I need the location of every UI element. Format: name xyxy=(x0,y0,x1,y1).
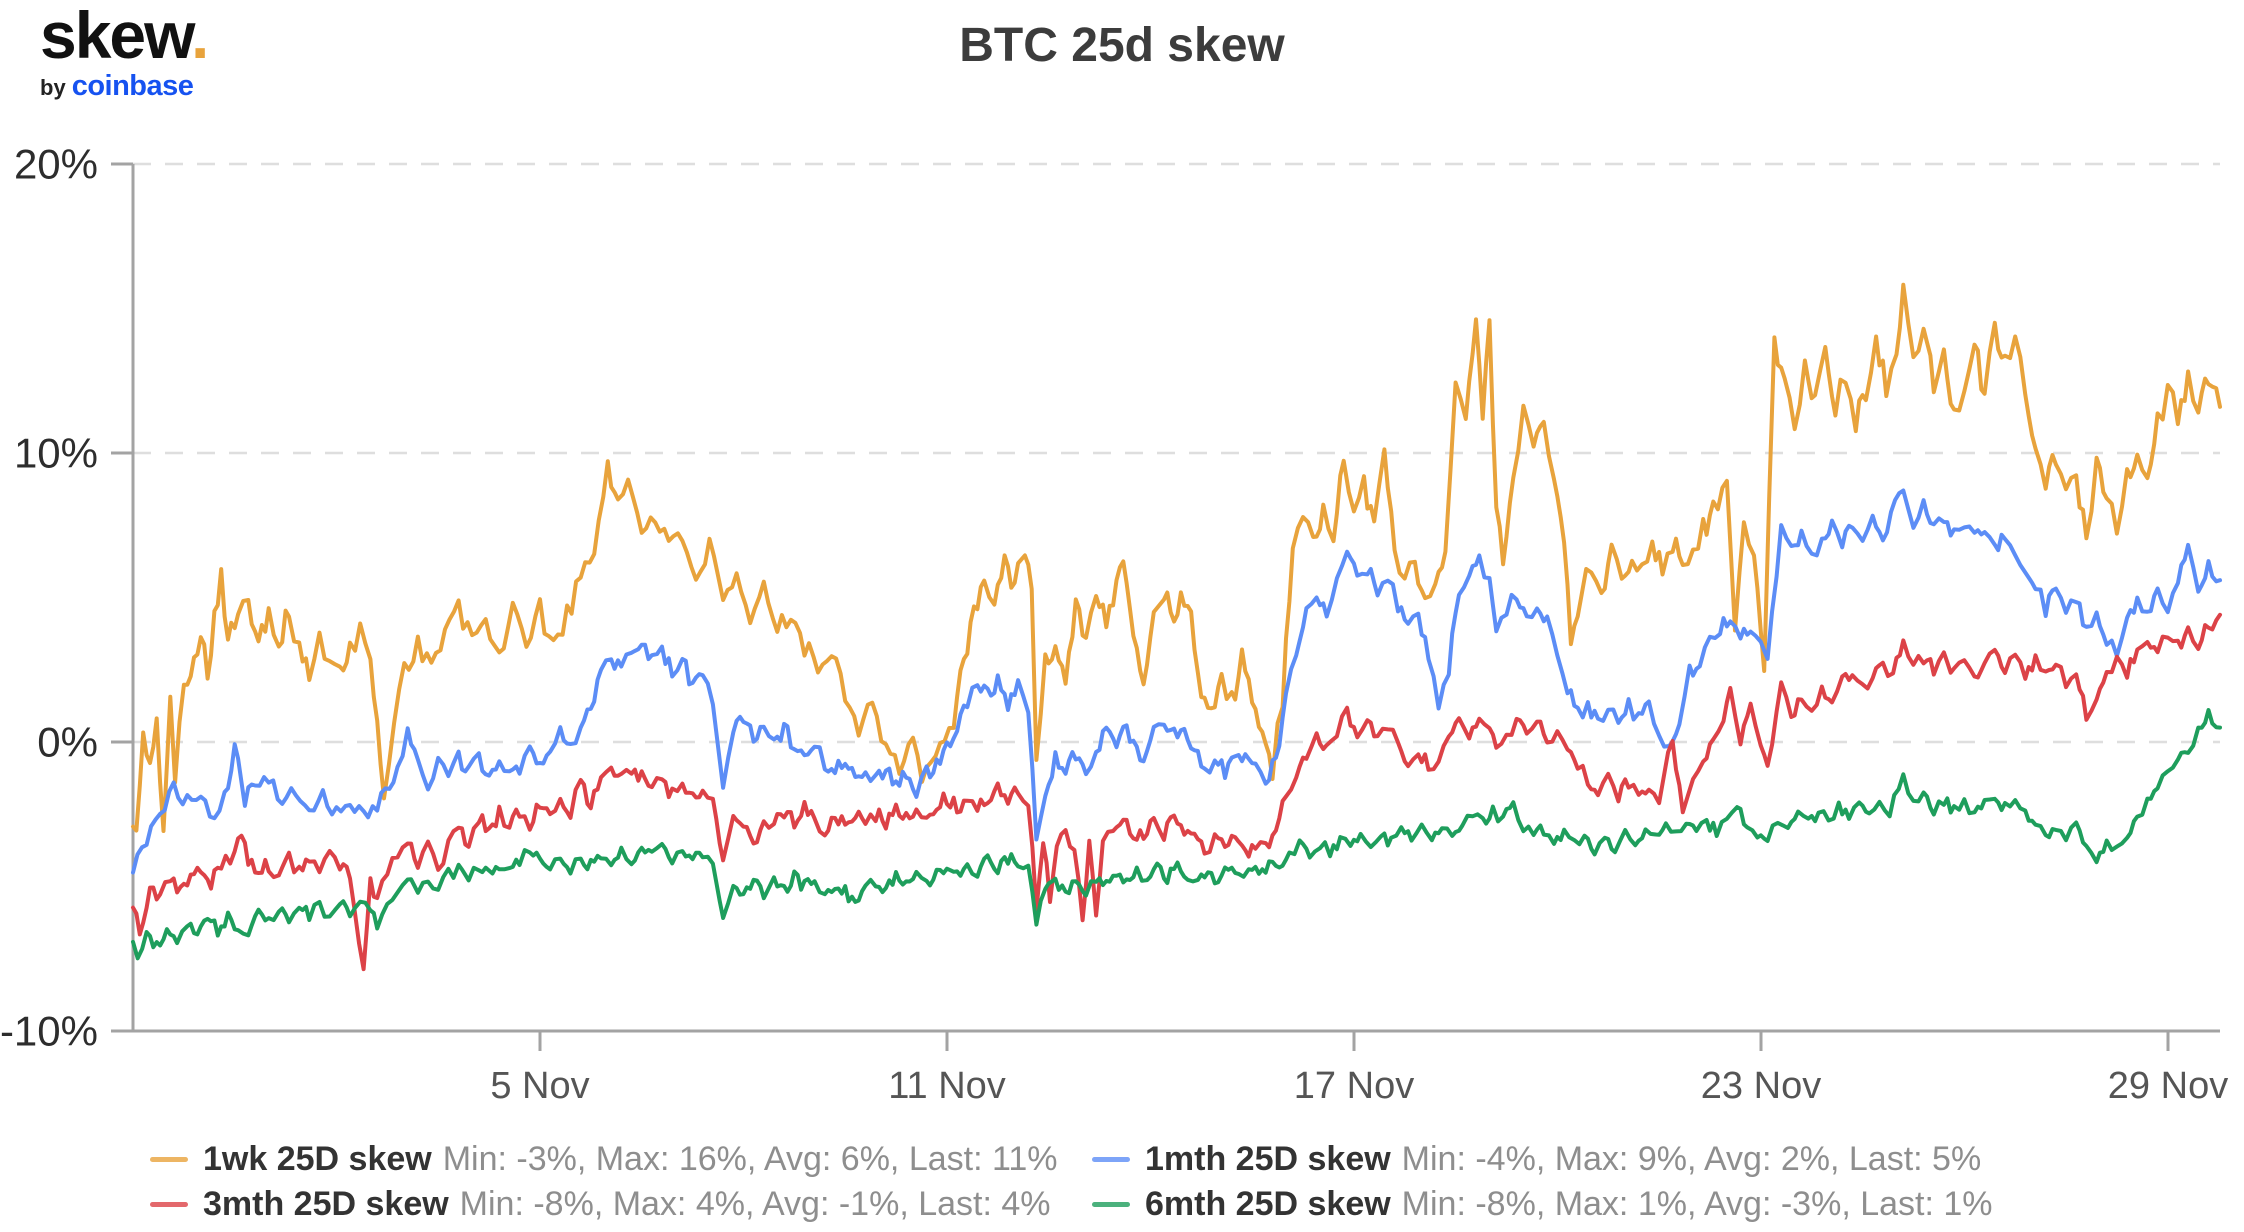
legend-stats-1wk: Min: -3%, Max: 16%, Avg: 6%, Last: 11% xyxy=(442,1139,1058,1178)
legend-item-1mth-25d-skew[interactable]: 1mth 25D skew Min: -4%, Max: 9%, Avg: 2%… xyxy=(1092,1138,1981,1180)
y-tick-label-10: 10% xyxy=(14,430,98,477)
legend-dash-1mth-icon xyxy=(1092,1156,1130,1162)
skew-logo-dot: . xyxy=(191,0,209,72)
legend-dash-3mth-icon xyxy=(150,1201,188,1207)
y-tick-label-neg10: -10% xyxy=(0,1008,98,1055)
x-tick-label-17nov: 17 Nov xyxy=(1294,1065,1414,1107)
skew-logo-wordmark: skew. xyxy=(40,2,209,68)
legend-name-1mth: 1mth 25D skew xyxy=(1145,1139,1391,1178)
legend-item-1wk-25d-skew[interactable]: 1wk 25D skew Min: -3%, Max: 16%, Avg: 6%… xyxy=(150,1138,1058,1180)
legend-name-1wk: 1wk 25D skew xyxy=(203,1139,432,1178)
x-tick-label-11nov: 11 Nov xyxy=(888,1065,1006,1107)
legend-dash-1wk-icon xyxy=(150,1156,188,1162)
legend-item-6mth-25d-skew[interactable]: 6mth 25D skew Min: -8%, Max: 1%, Avg: -3… xyxy=(1092,1183,1993,1225)
legend-stats-6mth: Min: -8%, Max: 1%, Avg: -3%, Last: 1% xyxy=(1401,1184,1993,1223)
skew-logo[interactable]: skew. by coinbase xyxy=(40,2,209,101)
x-tick-label-5nov: 5 Nov xyxy=(490,1065,589,1107)
chart-title: BTC 25d skew xyxy=(959,19,1285,72)
x-tick-label-29nov: 29 Nov xyxy=(2108,1065,2228,1107)
y-tick-label-0: 0% xyxy=(37,719,98,766)
legend-name-3mth: 3mth 25D skew xyxy=(203,1184,449,1223)
series-layer xyxy=(131,282,2222,972)
plot-area[interactable] xyxy=(133,164,2220,1031)
legend-stats-1mth: Min: -4%, Max: 9%, Avg: 2%, Last: 5% xyxy=(1401,1139,1982,1178)
coinbase-byline: by coinbase xyxy=(40,72,207,101)
legend-name-6mth: 6mth 25D skew xyxy=(1145,1184,1391,1223)
legend-dash-6mth-icon xyxy=(1092,1201,1130,1207)
coinbase-brand: coinbase xyxy=(71,70,194,102)
series-line-1wk xyxy=(131,282,2222,833)
byline-by: by xyxy=(40,75,66,100)
skew-logo-text: skew xyxy=(40,0,193,72)
series-line-6mth xyxy=(131,708,2222,961)
x-tick-label-23nov: 23 Nov xyxy=(1701,1065,1821,1107)
series-line-1mth xyxy=(131,488,2222,875)
y-tick-label-20: 20% xyxy=(14,141,98,188)
legend-item-3mth-25d-skew[interactable]: 3mth 25D skew Min: -8%, Max: 4%, Avg: -1… xyxy=(150,1183,1051,1225)
series-line-3mth xyxy=(131,612,2222,972)
legend-stats-3mth: Min: -8%, Max: 4%, Avg: -1%, Last: 4% xyxy=(459,1184,1051,1223)
